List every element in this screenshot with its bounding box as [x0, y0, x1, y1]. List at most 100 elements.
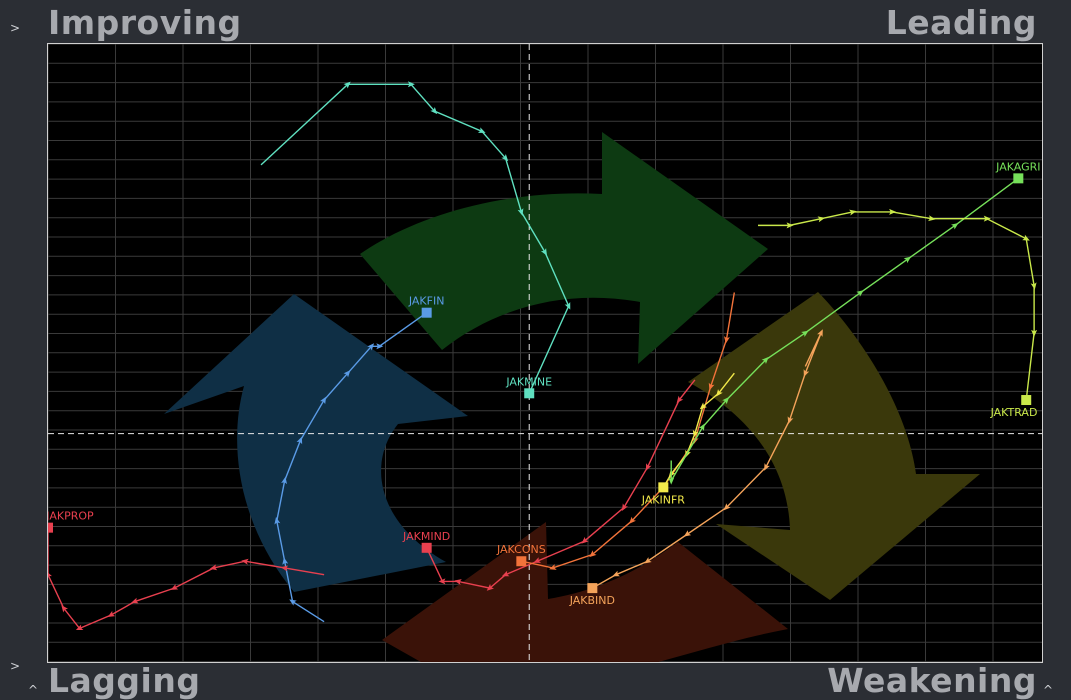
leading-rotation-arrow — [360, 132, 768, 364]
jakmine-tail-point — [501, 153, 509, 162]
jakprop-tail-point — [280, 565, 289, 572]
jakbind-tail-point — [787, 416, 794, 424]
series-jakfin: JAKFIN — [274, 295, 445, 623]
bottom-left-corner-glyph: ^ — [28, 683, 39, 697]
series-jakbind: JAKBIND — [569, 329, 823, 607]
jakbind-label: JAKBIND — [569, 594, 615, 607]
series-jakmind: JAKMIND — [402, 379, 696, 591]
jakinfr-tail-point — [692, 429, 699, 438]
series-jakinfr: JAKINFR — [641, 372, 735, 506]
rotation-graph-svg: JAKMINE JAKFIN JAKPROP JAKMIND JAKCONS JAKBIN… — [43, 43, 1042, 700]
jakprop-tail-point — [75, 624, 84, 630]
jakmind-tail-point — [676, 395, 684, 404]
jaktrad-tail-point — [928, 215, 936, 222]
jakmind-tail-point — [621, 503, 628, 511]
series-jakagri: JAKAGRI — [668, 160, 1041, 485]
jakfin-tail-point — [281, 476, 288, 485]
jaktrad-tail-point — [786, 222, 794, 229]
jaktrad-tail-point — [889, 208, 897, 215]
jakfin-tail-point — [376, 343, 384, 350]
jakinfr-tail-point — [699, 402, 708, 410]
jakbind-tail-point — [764, 463, 770, 471]
jaktrad-label: JAKTRAD — [990, 406, 1038, 419]
jakmind-tail-point — [438, 578, 446, 585]
jakfin-tail-point — [289, 599, 297, 606]
rotation-arrows — [164, 132, 980, 700]
jakinfr-tail-point — [716, 389, 723, 397]
jakprop-tail-point — [61, 605, 68, 613]
jakmine-label: JAKMINE — [505, 375, 552, 388]
jakfin-label: JAKFIN — [408, 295, 445, 308]
jaktrad-tail-point — [1030, 282, 1037, 290]
jakagri-tail-point — [722, 397, 730, 405]
jakmind-tail-point — [645, 463, 652, 471]
center-crosshair — [48, 44, 1042, 662]
jakmine-tail-point — [343, 81, 351, 89]
jakinfr-label: JAKINFR — [641, 493, 686, 506]
jakagri-head-marker[interactable] — [1013, 173, 1024, 184]
jakprop-tail-point — [209, 564, 218, 571]
jaktrad-tail-point — [1022, 234, 1030, 241]
series-tails: JAKMINE JAKFIN JAKPROP JAKMIND JAKCONS JAKBIN… — [43, 81, 1041, 630]
jakagri-tail-point — [761, 356, 769, 364]
jakagri-tail-point — [856, 290, 864, 297]
jakcons-head-marker[interactable] — [516, 556, 527, 567]
jakmine-tail-point — [477, 127, 486, 133]
jakmine-tail-point — [430, 106, 438, 115]
jakbind-head-marker[interactable] — [587, 583, 598, 594]
jakinfr-head-marker[interactable] — [658, 482, 669, 493]
top-left-edge-glyph: > — [10, 21, 21, 35]
jakfin-tail-point — [343, 370, 351, 378]
jakinfr-tail-point — [668, 469, 676, 478]
jakprop-tail-point — [107, 610, 116, 617]
jakbind-tail-point — [817, 329, 823, 337]
jakcons-tail-point — [589, 550, 597, 558]
jakagri-tail-point — [668, 477, 675, 485]
jakbind-tail-point — [612, 570, 620, 577]
jakbind-tail-line — [591, 332, 822, 589]
jaktrad-head-marker[interactable] — [1021, 395, 1032, 406]
jakagri-tail-point — [903, 256, 912, 264]
jakfin-tail-point — [296, 436, 303, 445]
jakprop-tail-point — [241, 558, 249, 565]
jakagri-label: JAKAGRI — [995, 160, 1040, 173]
jakbind-tail-point — [683, 530, 692, 537]
jaktrad-tail-point — [817, 216, 826, 223]
jakagri-tail-line — [670, 177, 1019, 484]
jaktrad-tail-point — [1031, 329, 1038, 337]
jaktrad-tail-point — [849, 209, 857, 216]
jakfin-tail-point — [282, 557, 289, 565]
jakfin-head-marker[interactable] — [421, 307, 432, 318]
jakmind-label: JAKMIND — [402, 530, 450, 543]
bottom-left-edge-glyph: > — [10, 659, 21, 673]
rotation-graph-plot: JAKMINE JAKFIN JAKPROP JAKMIND JAKCONS JAKBIN… — [43, 43, 1043, 700]
jakmind-tail-point — [501, 570, 510, 577]
jaktrad-tail-point — [983, 215, 991, 222]
jakfin-tail-point — [367, 343, 375, 351]
weakening-rotation-arrow — [688, 292, 980, 600]
jakcons-tail-point — [723, 336, 730, 344]
jakprop-label: JAKPROP — [48, 510, 94, 523]
jakcons-tail-point — [629, 516, 637, 524]
jakmind-tail-point — [454, 579, 462, 585]
series-jaktrad: JAKTRAD — [758, 208, 1038, 419]
jakmine-tail-point — [517, 208, 524, 216]
series-jakprop: JAKPROP — [43, 510, 325, 630]
jakagri-tail-point — [801, 330, 809, 338]
jakprop-tail-point — [46, 571, 52, 579]
quadrant-label-weakening: Weakening — [827, 661, 1037, 700]
jakmind-head-marker[interactable] — [421, 542, 432, 553]
jakprop-head-marker[interactable] — [43, 522, 53, 533]
jakmind-tail-point — [581, 536, 589, 544]
bottom-right-corner-glyph: ^ — [1043, 683, 1054, 697]
quadrant-label-improving: Improving — [48, 3, 242, 42]
quadrant-label-lagging: Lagging — [48, 661, 201, 700]
improving-rotation-arrow — [164, 294, 468, 592]
jakbind-tail-point — [644, 557, 652, 564]
jakbind-tail-point — [723, 503, 731, 511]
lagging-rotation-arrow — [382, 522, 788, 700]
jakmind-tail-point — [486, 583, 495, 591]
jakcons-tail-point — [549, 564, 557, 570]
jakmine-head-marker[interactable] — [524, 388, 535, 399]
jakmine-tail-point — [407, 81, 415, 88]
